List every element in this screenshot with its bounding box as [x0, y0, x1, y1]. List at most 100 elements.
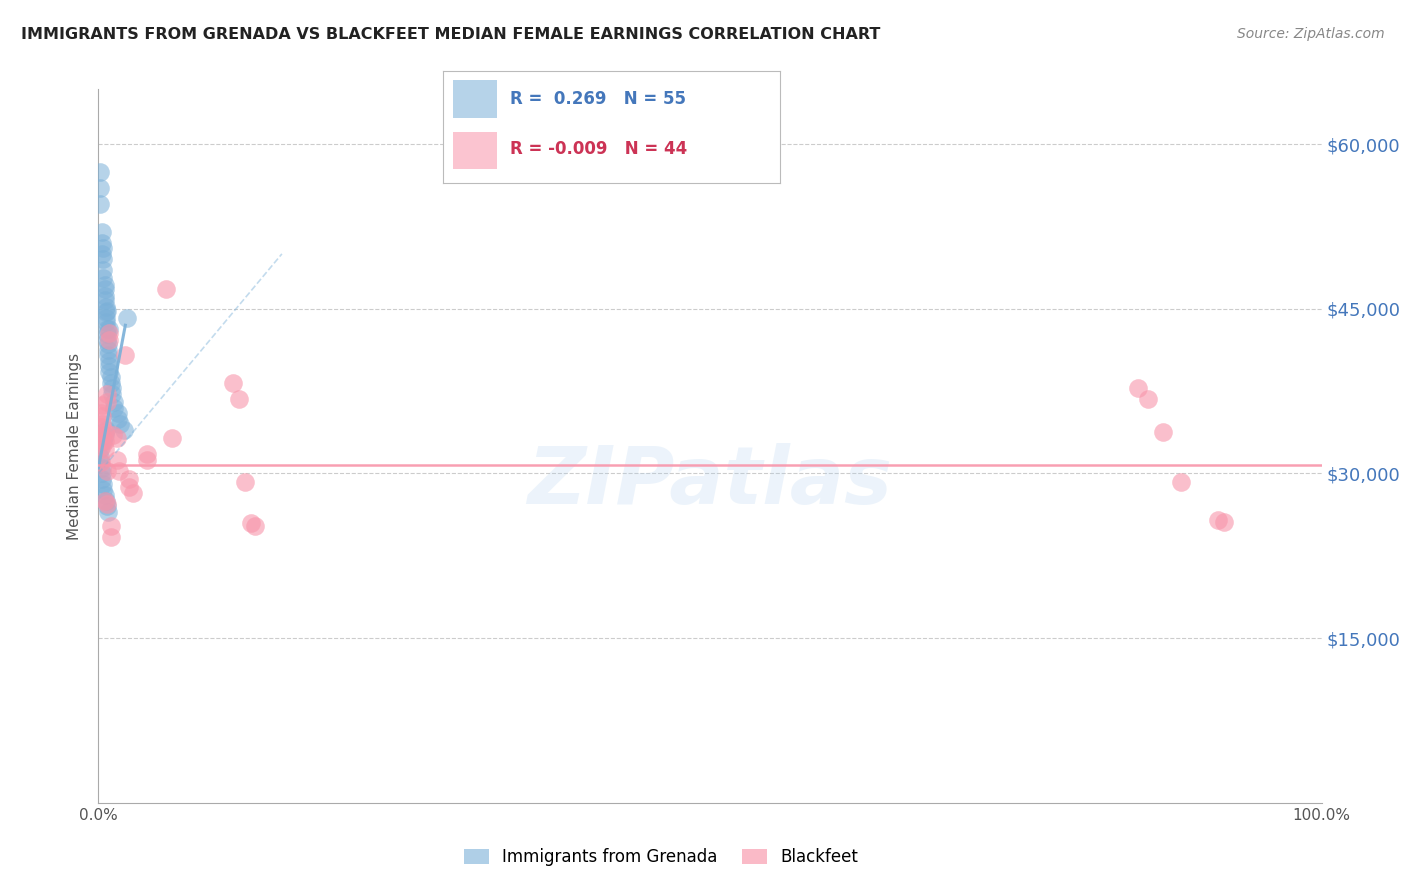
Point [91, 247, 114, 261]
Point [110, 417, 132, 431]
Legend: Immigrants from Grenada, Blackfeet: Immigrants from Grenada, Blackfeet [457, 842, 865, 873]
Point [96, 464, 118, 478]
Point [91, 483, 114, 497]
Point [105, 431, 128, 445]
Point [91, 477, 114, 491]
Point [91, 241, 114, 255]
Point [98, 326, 121, 340]
Point [91, 417, 114, 431]
Point [136, 453, 159, 467]
Point [89, 164, 111, 178]
Point [101, 387, 124, 401]
Point [93, 425, 115, 439]
Point [90, 434, 112, 448]
Point [93, 293, 115, 307]
Point [96, 387, 118, 401]
Point [89, 455, 111, 469]
Point [94, 305, 117, 319]
Point [98, 359, 121, 373]
Point [243, 519, 266, 533]
Bar [453, 80, 496, 119]
Point [1136, 392, 1159, 406]
Point [91, 398, 114, 412]
Point [89, 442, 111, 457]
Point [1152, 425, 1174, 439]
Point [101, 381, 124, 395]
Text: R =  0.269   N = 55: R = 0.269 N = 55 [510, 90, 686, 108]
Text: ZIPatlas: ZIPatlas [527, 442, 893, 521]
Point [108, 464, 131, 478]
Y-axis label: Median Female Earnings: Median Female Earnings [67, 352, 83, 540]
Point [91, 252, 114, 267]
Point [93, 488, 115, 502]
Point [94, 494, 117, 508]
Point [98, 333, 121, 347]
Point [89, 450, 111, 464]
Point [103, 395, 125, 409]
Point [98, 321, 121, 335]
Point [93, 442, 115, 457]
Point [155, 282, 177, 296]
Point [233, 475, 256, 490]
Point [93, 428, 115, 442]
Point [96, 304, 118, 318]
Point [91, 472, 114, 486]
Point [228, 392, 250, 406]
Point [93, 434, 115, 448]
Point [91, 225, 114, 239]
Point [115, 310, 138, 325]
Point [121, 486, 143, 500]
Point [93, 277, 115, 292]
Point [1170, 475, 1192, 490]
Point [103, 401, 125, 415]
Point [97, 348, 120, 362]
Point [136, 447, 159, 461]
Point [240, 516, 263, 530]
Point [96, 497, 118, 511]
Point [101, 428, 124, 442]
Point [160, 431, 183, 445]
Point [100, 369, 122, 384]
Point [222, 376, 245, 391]
Point [112, 423, 135, 437]
Point [100, 530, 122, 544]
Point [98, 354, 121, 368]
Point [96, 326, 118, 341]
Point [107, 406, 129, 420]
Point [118, 472, 141, 486]
Point [1206, 512, 1229, 526]
Point [97, 505, 120, 519]
Point [97, 337, 120, 351]
Point [94, 310, 117, 325]
Point [90, 406, 112, 420]
Point [91, 461, 114, 475]
Point [93, 288, 115, 302]
Point [97, 343, 120, 358]
Point [107, 411, 129, 425]
Point [91, 271, 114, 285]
Point [94, 300, 117, 314]
Point [105, 453, 128, 467]
Point [96, 333, 118, 347]
Point [91, 263, 114, 277]
Point [1128, 381, 1150, 395]
Point [98, 366, 121, 380]
Point [96, 395, 118, 409]
Point [91, 434, 114, 448]
Point [100, 519, 122, 533]
Point [91, 428, 114, 442]
Text: IMMIGRANTS FROM GRENADA VS BLACKFEET MEDIAN FEMALE EARNINGS CORRELATION CHART: IMMIGRANTS FROM GRENADA VS BLACKFEET MED… [21, 27, 880, 42]
Point [91, 235, 114, 250]
Point [91, 439, 114, 453]
Point [91, 409, 114, 424]
Point [96, 321, 118, 335]
Point [91, 467, 114, 481]
Text: Source: ZipAtlas.com: Source: ZipAtlas.com [1237, 27, 1385, 41]
Point [89, 181, 111, 195]
Point [90, 455, 112, 469]
Point [94, 315, 117, 329]
Text: R = -0.009   N = 44: R = -0.009 N = 44 [510, 140, 688, 159]
Point [93, 282, 115, 296]
Point [96, 500, 118, 514]
Point [114, 348, 136, 362]
